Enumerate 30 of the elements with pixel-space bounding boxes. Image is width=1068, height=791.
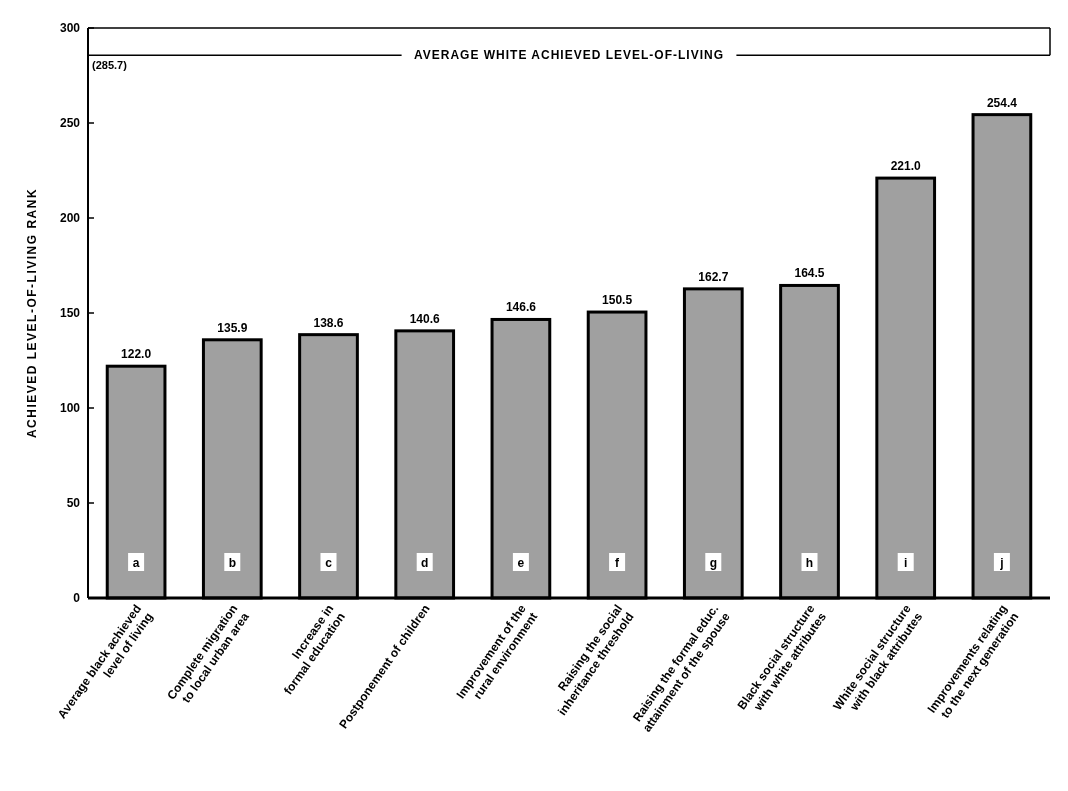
y-tick-label: 200 [59, 211, 81, 226]
annotation: f [615, 556, 621, 570]
annotation: (285.7) [92, 59, 128, 72]
data-label: 150.5 [602, 293, 633, 308]
annotation: g [709, 556, 717, 570]
ref-line-label: AVERAGE WHITE ACHIEVED LEVEL-OF-LIVING [413, 48, 725, 63]
data-label: 254.4 [986, 95, 1018, 110]
y-tick-label: 150 [59, 306, 81, 321]
y-axis-title: ACHIEVED LEVEL-OF-LIVING RANK [25, 187, 39, 439]
annotation: b [228, 556, 236, 570]
y-tick-label: 50 [66, 496, 81, 511]
y-tick-label: 100 [59, 401, 81, 416]
data-label: 138.6 [313, 315, 344, 330]
data-label: 164.5 [794, 266, 825, 281]
annotation: c [325, 556, 333, 570]
annotation: e [517, 556, 525, 570]
data-label: 122.0 [121, 347, 152, 362]
y-tick-label: 300 [59, 21, 81, 36]
data-label: 221.0 [890, 159, 922, 174]
data-label: 140.6 [409, 311, 441, 326]
data-label: 162.7 [698, 269, 729, 284]
y-tick-label: 250 [59, 116, 81, 131]
annotation: h [805, 556, 814, 570]
data-label: 146.6 [505, 300, 537, 315]
annotation: j [999, 556, 1004, 570]
annotation: i [904, 556, 908, 570]
y-tick-label: 0 [73, 591, 81, 606]
annotation: d [421, 556, 429, 570]
data-label: 135.9 [217, 320, 248, 335]
annotation: a [132, 556, 140, 570]
